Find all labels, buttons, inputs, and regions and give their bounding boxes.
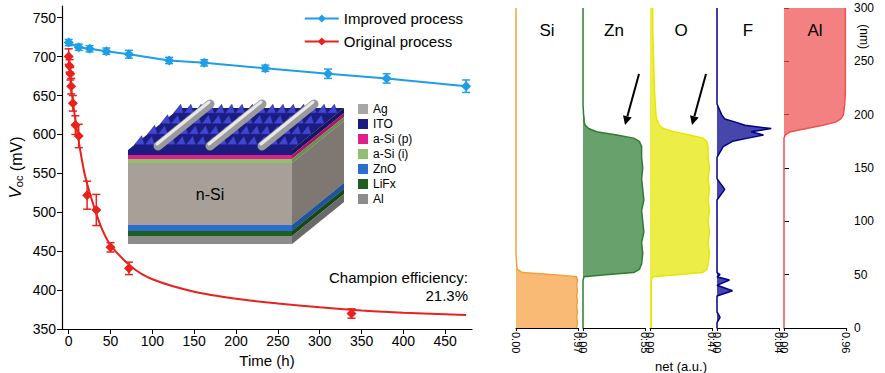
svg-text:Original process: Original process: [344, 33, 452, 50]
svg-text:200: 200: [854, 108, 874, 122]
svg-text:200: 200: [224, 333, 248, 349]
svg-text:250: 250: [854, 54, 874, 68]
svg-text:F: F: [743, 21, 753, 40]
svg-text:0.00: 0.00: [778, 332, 790, 353]
svg-text:350: 350: [33, 321, 57, 337]
svg-text:0: 0: [65, 333, 73, 349]
svg-text:V: V: [6, 187, 25, 199]
svg-text:net (a.u.): net (a.u.): [655, 359, 707, 373]
svg-text:0.00: 0.00: [644, 332, 656, 353]
svg-text:Si: Si: [539, 21, 554, 40]
svg-text:450: 450: [434, 333, 458, 349]
svg-text:300: 300: [308, 333, 332, 349]
svg-text:400: 400: [33, 282, 57, 298]
svg-text:450: 450: [33, 243, 57, 259]
svg-text:100: 100: [854, 214, 874, 228]
svg-text:O: O: [674, 21, 687, 40]
svg-text:0.00: 0.00: [510, 332, 522, 353]
svg-text:Improved process: Improved process: [344, 10, 463, 27]
svg-text:ZnO: ZnO: [373, 162, 396, 176]
svg-text:700: 700: [33, 49, 57, 65]
svg-text:350: 350: [350, 333, 374, 349]
svg-text:500: 500: [33, 204, 57, 220]
svg-text:Al: Al: [373, 192, 384, 206]
svg-text:150: 150: [183, 333, 207, 349]
svg-text:ITO: ITO: [373, 117, 393, 131]
svg-text:Al: Al: [807, 21, 822, 40]
svg-text:650: 650: [33, 88, 57, 104]
svg-text:100: 100: [141, 333, 165, 349]
svg-text:0.00: 0.00: [711, 332, 723, 353]
svg-text:Time (h): Time (h): [239, 352, 294, 369]
svg-text:n-Si: n-Si: [196, 186, 224, 203]
svg-text:(nm): (nm): [857, 24, 871, 49]
svg-text:300: 300: [854, 1, 874, 15]
svg-text:50: 50: [103, 333, 119, 349]
svg-text:Zn: Zn: [604, 21, 624, 40]
svg-text:0.00: 0.00: [577, 332, 589, 353]
svg-text:250: 250: [266, 333, 290, 349]
svg-text:Ag: Ag: [373, 102, 388, 116]
svg-text:a-Si (i): a-Si (i): [373, 147, 408, 161]
svg-text:0: 0: [854, 321, 861, 335]
svg-text:550: 550: [33, 165, 57, 181]
svg-text:150: 150: [854, 161, 874, 175]
svg-text:Champion efficiency:: Champion efficiency:: [329, 269, 468, 286]
svg-text:400: 400: [392, 333, 416, 349]
svg-text:0.96: 0.96: [840, 332, 852, 353]
svg-text:600: 600: [33, 126, 57, 142]
svg-text:LiFx: LiFx: [373, 177, 396, 191]
svg-text:50: 50: [854, 268, 868, 282]
svg-text:750: 750: [33, 10, 57, 26]
svg-text:oc: oc: [13, 175, 25, 187]
svg-text:21.3%: 21.3%: [425, 287, 468, 304]
svg-text:(mV): (mV): [8, 137, 25, 176]
svg-text:a-Si (p): a-Si (p): [373, 132, 412, 146]
